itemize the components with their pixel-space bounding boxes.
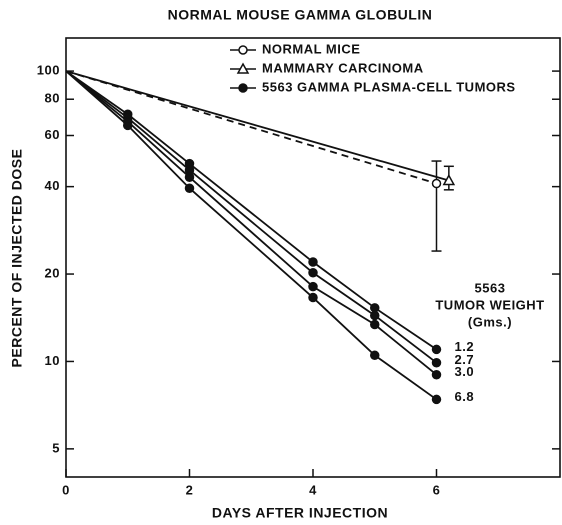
x-tick-label: 6 xyxy=(433,482,441,497)
chart-title: NORMAL MOUSE GAMMA GLOBULIN xyxy=(168,7,433,23)
line-label: 2.7 xyxy=(455,352,475,367)
line xyxy=(65,70,437,185)
legend-label: 5563 GAMMA PLASMA-CELL TUMORS xyxy=(262,79,516,94)
y-tick-label: 40 xyxy=(45,178,60,193)
marker xyxy=(236,62,250,74)
x-tick-label: 0 xyxy=(62,482,70,497)
marker xyxy=(184,183,195,193)
marker xyxy=(431,357,442,368)
y-axis-label: PERCENT OF INJECTED DOSE xyxy=(9,149,25,368)
line xyxy=(65,70,438,351)
line xyxy=(65,70,450,182)
y-tick-label: 10 xyxy=(45,353,60,368)
marker xyxy=(308,292,318,303)
y-tick-label: 20 xyxy=(45,265,60,280)
marker xyxy=(431,344,442,355)
legend-label: NORMAL MICE xyxy=(262,41,360,56)
y-tick-label: 80 xyxy=(45,91,60,106)
line-label: 6.8 xyxy=(455,389,475,404)
marker xyxy=(370,350,380,361)
marker xyxy=(308,281,318,292)
marker xyxy=(238,45,248,55)
marker xyxy=(123,120,133,131)
x-tick-label: 2 xyxy=(186,482,194,497)
marker xyxy=(431,369,442,380)
annotation: 5563 xyxy=(475,280,506,295)
marker xyxy=(308,257,318,267)
x-tick-label: 4 xyxy=(309,482,317,497)
line-label: 3.0 xyxy=(455,364,475,379)
legend-label: MAMMARY CARCINOMA xyxy=(262,60,424,75)
marker xyxy=(184,172,195,182)
line xyxy=(65,70,438,364)
annotation: TUMOR WEIGHT xyxy=(435,297,544,312)
y-tick-label: 5 xyxy=(52,440,60,455)
x-axis-label: DAYS AFTER INJECTION xyxy=(212,505,388,521)
y-tick-label: 60 xyxy=(45,127,60,142)
marker xyxy=(370,303,380,313)
marker xyxy=(431,394,442,405)
annotation: (Gms.) xyxy=(468,314,512,329)
line-label: 1.2 xyxy=(455,339,475,354)
marker xyxy=(308,268,318,278)
marker xyxy=(442,173,456,186)
marker xyxy=(370,319,380,330)
marker xyxy=(238,83,248,93)
marker xyxy=(431,178,442,189)
marker xyxy=(370,310,380,321)
line xyxy=(65,70,438,401)
y-tick-label: 100 xyxy=(37,63,60,78)
line xyxy=(65,70,438,376)
